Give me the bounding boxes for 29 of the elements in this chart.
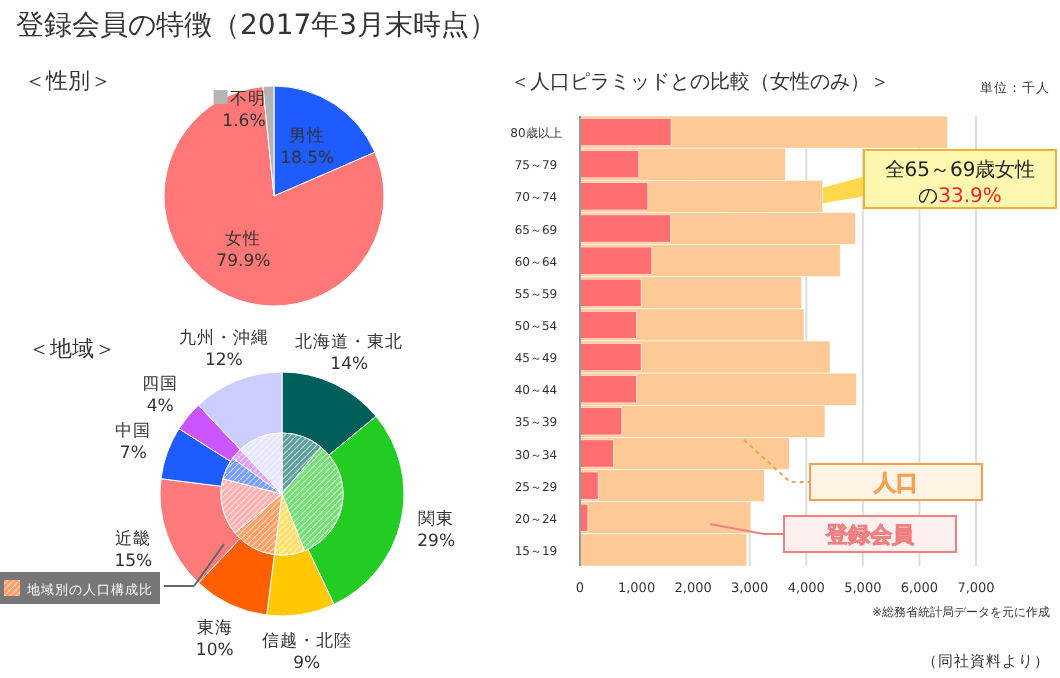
data-label: 29% bbox=[417, 532, 456, 553]
data-label: 18.5% bbox=[280, 149, 335, 170]
data-label: 7% bbox=[119, 444, 147, 465]
data-label: 10% bbox=[195, 640, 234, 661]
data-label: 4% bbox=[146, 397, 174, 418]
slice-label: 近畿 bbox=[115, 527, 152, 550]
slice-label: 女性 bbox=[225, 228, 262, 251]
data-label: 14% bbox=[330, 355, 369, 376]
data-label: 79.9% bbox=[216, 252, 271, 273]
slice-label: 四国 bbox=[142, 375, 179, 396]
text: 人口 bbox=[872, 470, 918, 496]
chart-subtitle: ＜性別＞ bbox=[24, 68, 112, 94]
data-label: 9% bbox=[293, 654, 321, 675]
slice-label: 信越・北陸 bbox=[261, 630, 352, 653]
data-label: 12% bbox=[204, 351, 243, 372]
slice-label: 関東 bbox=[418, 508, 455, 531]
chart-title: 登録会員の特徴（2017年3月末時点） bbox=[16, 10, 498, 42]
text: 登録会員 bbox=[824, 522, 916, 548]
slice-label: 男性 bbox=[289, 125, 326, 148]
slice-label: 中国 bbox=[115, 420, 152, 443]
slice-label: 東海 bbox=[196, 616, 233, 639]
data-label: 1.6% bbox=[222, 112, 266, 133]
slice-label: 北海道・東北 bbox=[295, 331, 404, 354]
slice-label: 九州・沖縄 bbox=[178, 327, 269, 350]
chart-title: ＜地域＞ bbox=[28, 336, 116, 362]
chart-title: ＜人口ピラミッドとの比較（女性のみ）＞ bbox=[510, 70, 890, 94]
legend-label: 不明 bbox=[229, 88, 266, 111]
data-label: 15% bbox=[114, 551, 153, 572]
annotation: 全65～69歳女性の33.9% bbox=[884, 158, 1036, 208]
